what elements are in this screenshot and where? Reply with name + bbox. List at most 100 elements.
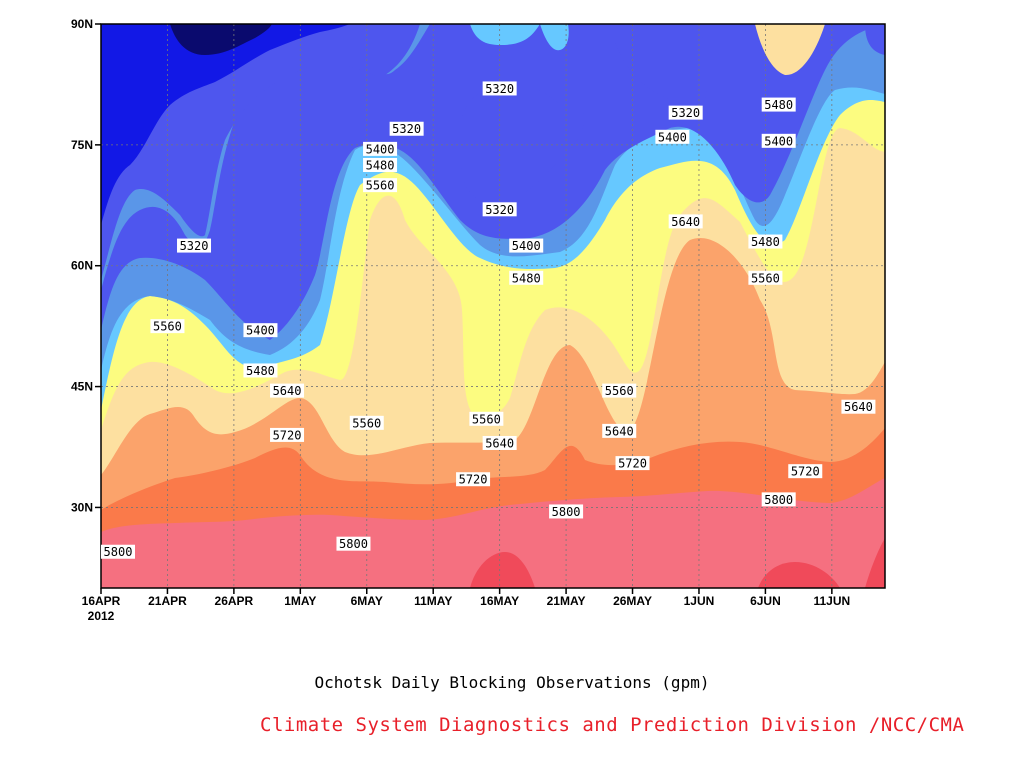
y-tick-label: 75N [71, 138, 93, 152]
contour-label-bg [841, 399, 876, 414]
blob-5560-top [540, 24, 569, 51]
contour-label-text: 5400 [764, 134, 793, 148]
contour-label-text: 5480 [764, 98, 793, 112]
y-tick-label: 30N [71, 500, 93, 514]
contour-label-bg [761, 492, 796, 507]
contour-label-bg [389, 121, 424, 136]
contour-label-text: 5720 [273, 428, 302, 442]
x-tick-label: 11MAY [414, 594, 452, 608]
contour-label: 5400 [363, 141, 398, 156]
chart-title: Ochotsk Daily Blocking Observations (gpm… [314, 673, 710, 692]
contour-label: 5560 [602, 383, 637, 398]
contour-label: 5720 [456, 472, 491, 487]
contour-label-text: 5560 [352, 416, 381, 430]
contour-label-text: 5640 [671, 215, 700, 229]
x-axis: 16APR 21APR 26APR 1MAY 6MAY 11MAY 16MAY 21MAY 26… [82, 588, 850, 623]
contour-label: 5560 [748, 270, 783, 285]
contour-label-bg [270, 383, 305, 398]
contour-label: 5400 [243, 323, 278, 338]
contour-label-bg [668, 214, 703, 229]
contour-label-bg [482, 435, 517, 450]
plot-frame [100, 23, 886, 589]
y-tick-label: 45N [71, 380, 93, 394]
blob-5640-ne [755, 24, 825, 76]
contour-label-bg [243, 363, 278, 378]
chart-credit: Climate System Diagnostics and Predictio… [260, 714, 965, 736]
x-tick-label: 21APR [148, 594, 187, 608]
contour-label-bg [602, 383, 637, 398]
contour-label-text: 5480 [366, 159, 395, 173]
contour-label-text: 5720 [791, 465, 820, 479]
contour-label: 5480 [509, 270, 544, 285]
band-5240-5320 [101, 24, 350, 225]
contour-label-text: 5400 [366, 142, 395, 156]
contour-label: 5320 [668, 105, 703, 120]
contour-label: 5560 [363, 178, 398, 193]
y-tick-label: 90N [71, 17, 93, 31]
contour-label-text: 5560 [366, 179, 395, 193]
contour-label-text: 5720 [618, 457, 647, 471]
contour-label-text: 5640 [605, 424, 634, 438]
contour-label-bg [101, 544, 135, 559]
contour-label-text: 5400 [658, 130, 687, 144]
contour-label: 5400 [761, 133, 796, 148]
contour-label-text: 5480 [512, 271, 541, 285]
contour-label-text: 5560 [605, 384, 634, 398]
contour-label-bg [150, 319, 185, 334]
x-tick-label: 6MAY [351, 594, 383, 608]
contour-label: 5480 [761, 97, 796, 112]
contour-label-bg [748, 234, 783, 249]
contour-label-text: 5320 [180, 239, 209, 253]
contour-label-bg [270, 427, 305, 442]
x-tick-label: 6JUN [750, 594, 781, 608]
contour-label: 5320 [389, 121, 424, 136]
x-year-label: 2012 [88, 609, 115, 623]
contour-label: 5400 [509, 238, 544, 253]
contour-label: 5800 [761, 492, 796, 507]
contour-label-text: 5800 [552, 505, 581, 519]
contour-label-bg [655, 129, 690, 144]
contour-label-text: 5800 [339, 537, 368, 551]
blob-5880-16may [470, 552, 535, 588]
contour-label-text: 5320 [671, 106, 700, 120]
contour-label-text: 5480 [246, 364, 275, 378]
contour-label-bg [243, 323, 278, 338]
contour-label-text: 5480 [751, 235, 780, 249]
contour-label-bg [363, 141, 398, 156]
contour-label-text: 5400 [512, 239, 541, 253]
contour-label: 5640 [482, 435, 517, 450]
contour-label-text: 5720 [459, 473, 488, 487]
blob-5480-top [470, 24, 540, 45]
contour-label-bg [509, 270, 544, 285]
contour-label: 5480 [748, 234, 783, 249]
contour-label-text: 5560 [472, 412, 501, 426]
contour-label: 5560 [469, 411, 504, 426]
contour-label-text: 5640 [273, 384, 302, 398]
blob-5880-6jun [758, 562, 840, 588]
contour-label-bg [363, 178, 398, 193]
band-below-5240 [170, 24, 272, 55]
contour-label-text: 5400 [246, 324, 275, 338]
x-tick-label: 16APR [82, 594, 121, 608]
y-tick-label: 60N [71, 259, 93, 273]
contour-label-bg [509, 238, 544, 253]
contour-label: 5640 [668, 214, 703, 229]
x-tick-label: 26MAY [613, 594, 652, 608]
contour-label: 5640 [602, 423, 637, 438]
contour-label-text: 5640 [844, 400, 873, 414]
contour-label-bg [602, 423, 637, 438]
blob-5320-ne [610, 24, 708, 104]
contour-label: 5320 [177, 238, 212, 253]
x-tick-label: 21MAY [547, 594, 586, 608]
contour-label-bg [177, 238, 212, 253]
contour-label-text: 5320 [485, 203, 514, 217]
contour-label-bg [363, 158, 398, 172]
contour-label: 5720 [270, 427, 305, 442]
x-tick-label: 11JUN [813, 594, 850, 608]
contour-label: 5400 [655, 129, 690, 144]
contour-label-text: 5560 [751, 271, 780, 285]
contour-label-text: 5320 [392, 122, 421, 136]
blob-5320-center [459, 84, 585, 202]
contour-label: 5480 [243, 363, 278, 378]
